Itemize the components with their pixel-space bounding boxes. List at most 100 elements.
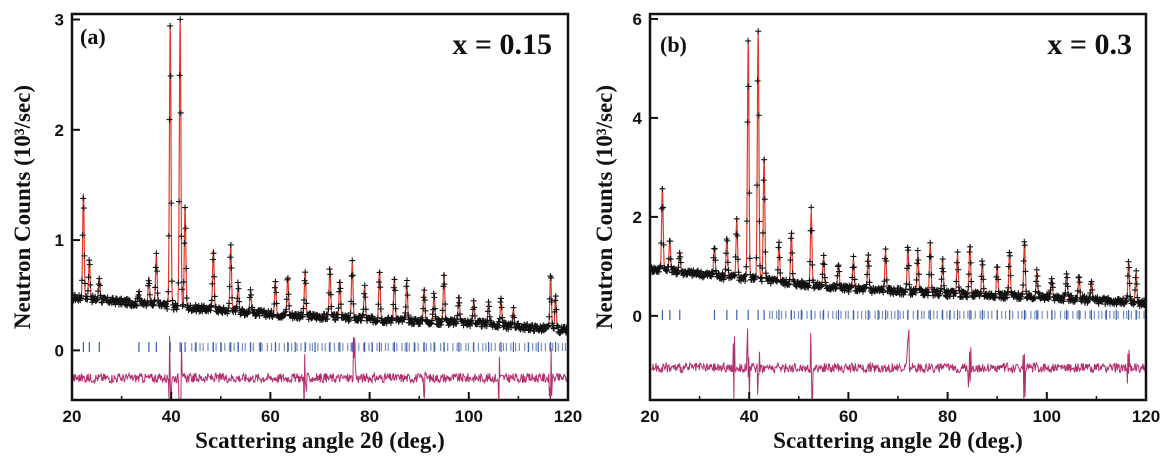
observed-point	[786, 281, 793, 288]
observed-point	[752, 273, 759, 280]
observed-point	[154, 290, 161, 297]
observed-point	[173, 306, 180, 313]
observed-point	[86, 257, 93, 264]
observed-point	[1032, 288, 1039, 295]
observed-point	[937, 288, 944, 295]
observed-point	[1021, 242, 1028, 249]
panel-b-plot-content	[650, 28, 1146, 400]
observed-point	[978, 273, 985, 280]
panel-a-ticks: 20 40 60 80 100 120 0 1 2 3	[55, 11, 583, 426]
observed-point	[270, 311, 277, 318]
observed-point	[785, 280, 792, 287]
observed-point	[98, 299, 105, 306]
observed-point	[144, 298, 151, 305]
observed-point	[362, 306, 369, 313]
observed-point	[195, 303, 202, 310]
observed-point	[927, 253, 934, 260]
observed-point	[1087, 289, 1094, 296]
observed-point	[165, 232, 172, 239]
observed-point	[742, 277, 749, 284]
observed-point	[677, 253, 684, 260]
observed-point	[361, 290, 368, 297]
observed-point	[913, 276, 920, 283]
panel-b-y-axis-title: Neutron Counts (10³/sec)	[592, 85, 617, 329]
observed-point	[99, 299, 106, 306]
observed-point	[880, 283, 887, 290]
observed-point	[722, 266, 729, 273]
observed-point	[183, 265, 190, 272]
observed-point	[758, 278, 765, 285]
observed-point	[711, 245, 718, 252]
observed-point	[789, 270, 796, 277]
observed-point	[162, 302, 169, 309]
observed-point	[164, 306, 171, 313]
observed-point	[787, 257, 794, 264]
observed-point	[676, 249, 683, 256]
x-tick-label: 100	[1033, 407, 1061, 426]
observed-point	[1125, 258, 1132, 265]
observed-point	[234, 279, 241, 286]
observed-point	[912, 289, 919, 296]
observed-point	[420, 294, 427, 301]
observed-point	[695, 267, 702, 274]
observed-point	[302, 280, 309, 287]
observed-point	[964, 289, 971, 296]
observed-point	[776, 239, 783, 246]
observed-point	[375, 301, 382, 308]
panel-b-ticks: 20 40 60 80 100 120 0 2 4 6	[633, 10, 1160, 426]
observed-point	[377, 284, 384, 291]
observed-point	[822, 279, 829, 286]
observed-point	[283, 306, 290, 313]
observed-point	[833, 280, 840, 287]
observed-point	[921, 291, 928, 298]
observed-point	[734, 232, 741, 239]
observed-point	[299, 313, 306, 320]
observed-point	[498, 304, 505, 311]
observed-point	[1060, 298, 1067, 305]
observed-point	[752, 274, 759, 281]
observed-point	[403, 283, 410, 290]
observed-point	[286, 302, 293, 309]
observed-point	[374, 314, 381, 321]
observed-point	[80, 195, 87, 202]
observed-point	[301, 296, 308, 303]
observed-point	[431, 305, 438, 312]
observed-point	[421, 297, 428, 304]
observed-point	[1004, 294, 1011, 301]
observed-point	[271, 284, 278, 291]
observed-point	[428, 317, 435, 324]
observed-point	[979, 261, 986, 268]
observed-point	[208, 302, 215, 309]
observed-point	[1019, 291, 1026, 298]
observed-point	[1068, 292, 1075, 299]
observed-point	[954, 249, 961, 256]
observed-point	[324, 316, 331, 323]
observed-point	[1124, 292, 1131, 299]
observed-point	[164, 298, 171, 305]
observed-point	[497, 299, 504, 306]
observed-point	[455, 294, 462, 301]
observed-point	[510, 304, 517, 311]
observed-point	[865, 252, 872, 259]
observed-point	[146, 291, 153, 298]
observed-point	[963, 290, 970, 297]
observed-point	[927, 239, 934, 246]
y-tick-label: 1	[55, 231, 64, 250]
observed-point	[712, 257, 719, 264]
observed-point	[835, 262, 842, 269]
observed-point	[485, 298, 492, 305]
observed-point	[866, 279, 873, 286]
observed-point	[95, 288, 102, 295]
y-tick-label: 0	[55, 341, 64, 360]
observed-point	[93, 296, 100, 303]
observed-point	[903, 280, 910, 287]
observed-point	[336, 288, 343, 295]
observed-point	[401, 314, 408, 321]
observed-point	[992, 294, 999, 301]
observed-point	[924, 286, 931, 293]
observed-point	[970, 294, 977, 301]
observed-point	[168, 278, 175, 285]
observed-point	[177, 109, 184, 116]
observed-point	[836, 268, 843, 275]
observed-point	[79, 232, 86, 239]
